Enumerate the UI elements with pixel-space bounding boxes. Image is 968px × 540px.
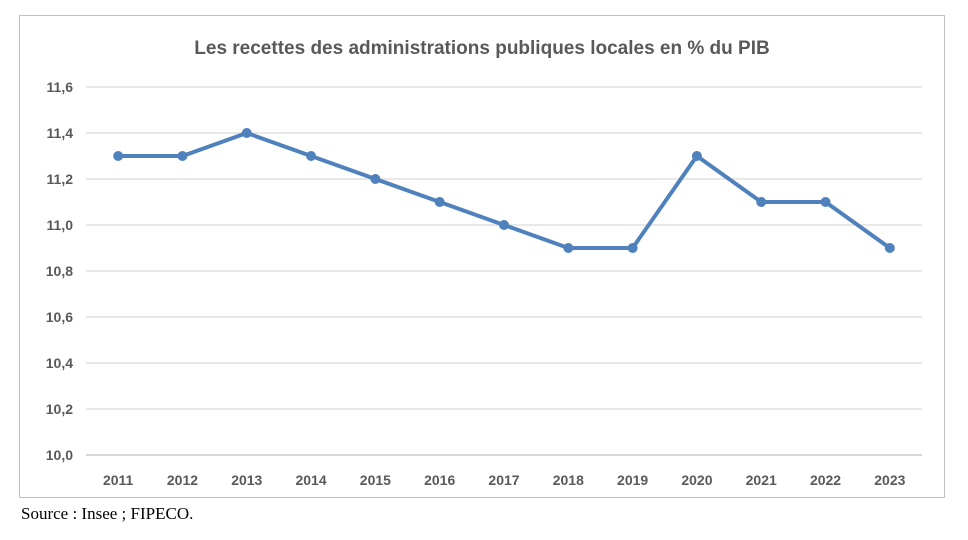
y-tick-label: 10,8 [46, 263, 73, 279]
data-point [627, 243, 638, 253]
data-point [177, 151, 188, 161]
data-point [241, 128, 252, 138]
chart-frame [19, 15, 945, 498]
y-axis-ticks: 10,0 10,2 10,4 10,6 10,8 11,0 11,2 11,4 11,6 [46, 79, 73, 463]
x-tick-label: 2020 [681, 472, 712, 488]
series-line [116, 131, 892, 250]
data-point [884, 243, 895, 253]
data-point [756, 197, 767, 207]
data-point [820, 197, 831, 207]
x-tick-label: 2014 [295, 472, 326, 488]
y-tick-label: 11,0 [47, 217, 74, 233]
series-layer [113, 128, 895, 253]
x-tick-label: 2019 [617, 472, 648, 488]
y-tick-label: 10,4 [46, 355, 73, 371]
line-chart: Les recettes des administrations publiqu… [46, 38, 922, 488]
y-tick-label: 10,6 [46, 309, 73, 325]
y-tick-label: 11,6 [47, 79, 74, 95]
data-point [563, 243, 574, 253]
y-tick-label: 10,2 [46, 401, 73, 417]
y-tick-label: 11,2 [47, 171, 74, 187]
x-tick-label: 2016 [424, 472, 455, 488]
x-tick-label: 2021 [746, 472, 777, 488]
y-tick-label: 11,4 [47, 125, 74, 141]
data-point [113, 151, 124, 161]
data-point [306, 151, 317, 161]
y-tick-label: 10,0 [46, 447, 73, 463]
x-tick-label: 2022 [810, 472, 841, 488]
x-tick-label: 2011 [103, 472, 134, 488]
data-point [434, 197, 445, 207]
gridlines [86, 86, 922, 456]
chart-title: Les recettes des administrations publiqu… [194, 38, 769, 59]
x-tick-label: 2015 [360, 472, 391, 488]
x-tick-label: 2012 [167, 472, 198, 488]
x-tick-label: 2017 [488, 472, 519, 488]
data-point [370, 174, 381, 184]
x-tick-label: 2023 [874, 472, 905, 488]
data-point [499, 220, 509, 230]
source-note: Source : Insee ; FIPECO. [21, 504, 194, 523]
data-point [691, 151, 702, 161]
x-axis-ticks: 2011 2012 2013 2014 2015 2016 2017 2018 2019 2020… [103, 472, 906, 488]
x-tick-label: 2018 [553, 472, 584, 488]
x-tick-label: 2013 [231, 472, 262, 488]
